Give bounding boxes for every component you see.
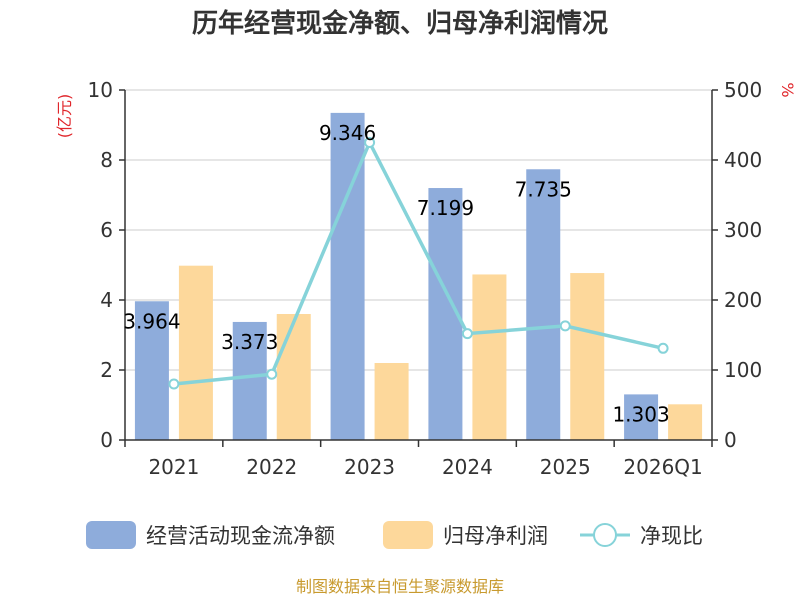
bar — [276, 314, 311, 440]
bar — [232, 321, 267, 440]
left-tick-label: 6 — [100, 218, 113, 242]
line-series — [168, 137, 669, 390]
left-tick-label: 4 — [100, 288, 113, 312]
x-tick-label: 2024 — [442, 455, 493, 479]
bar — [472, 274, 507, 440]
right-tick-label: 0 — [724, 428, 737, 452]
line-point — [657, 342, 669, 354]
data-label: 9.346 — [319, 121, 376, 145]
bar — [526, 169, 561, 440]
line-point — [266, 368, 278, 380]
x-tick-label: 2021 — [148, 455, 199, 479]
right-tick-label: 400 — [724, 148, 762, 172]
bars — [134, 112, 703, 440]
legend-swatch — [86, 521, 136, 549]
data-label: 1.303 — [612, 402, 669, 426]
legend-label: 净现比 — [640, 524, 703, 548]
left-tick-label: 2 — [100, 358, 113, 382]
bar — [570, 273, 605, 440]
bar — [178, 265, 213, 440]
chart-title: 历年经营现金净额、归母净利润情况 — [192, 8, 608, 39]
legend-label: 经营活动现金流净额 — [146, 524, 335, 548]
data-label: 3.373 — [221, 330, 278, 354]
data-label: 7.735 — [515, 177, 572, 201]
right-tick-label: 300 — [724, 218, 762, 242]
x-tick-label: 2025 — [540, 455, 591, 479]
legend: 经营活动现金流净额 归母净利润 净现比 — [86, 521, 703, 549]
left-axis-unit: (亿元) — [55, 94, 74, 139]
bar — [134, 301, 169, 440]
data-label: 3.964 — [123, 309, 180, 333]
legend-swatch — [383, 521, 433, 549]
x-tick-label: 2023 — [344, 455, 395, 479]
bar — [668, 404, 703, 440]
line-point — [364, 137, 376, 148]
right-tick-label: 100 — [724, 358, 762, 382]
line-point — [559, 320, 571, 332]
line-point — [461, 328, 473, 340]
left-tick-label: 10 — [88, 78, 113, 102]
x-tick-label: 2026Q1 — [623, 455, 702, 479]
line-path — [173, 138, 664, 386]
x-tick-label: 2022 — [246, 455, 297, 479]
bar — [624, 394, 659, 440]
right-tick-label: 500 — [724, 78, 762, 102]
right-axis-unit: % — [778, 82, 797, 97]
left-tick-label: 8 — [100, 148, 113, 172]
data-label: 7.199 — [417, 196, 474, 220]
bar — [374, 363, 409, 440]
legend-label: 归母净利润 — [443, 524, 548, 548]
data-labels: 3.964 3.373 9.346 7.199 7.735 1.303 — [123, 121, 669, 427]
right-tick-label: 200 — [724, 288, 762, 312]
grid-lines — [125, 89, 712, 371]
legend-marker — [593, 523, 617, 547]
line-point — [168, 378, 180, 390]
left-tick-label: 0 — [100, 428, 113, 452]
source-note: 制图数据来自恒生聚源数据库 — [296, 577, 504, 596]
